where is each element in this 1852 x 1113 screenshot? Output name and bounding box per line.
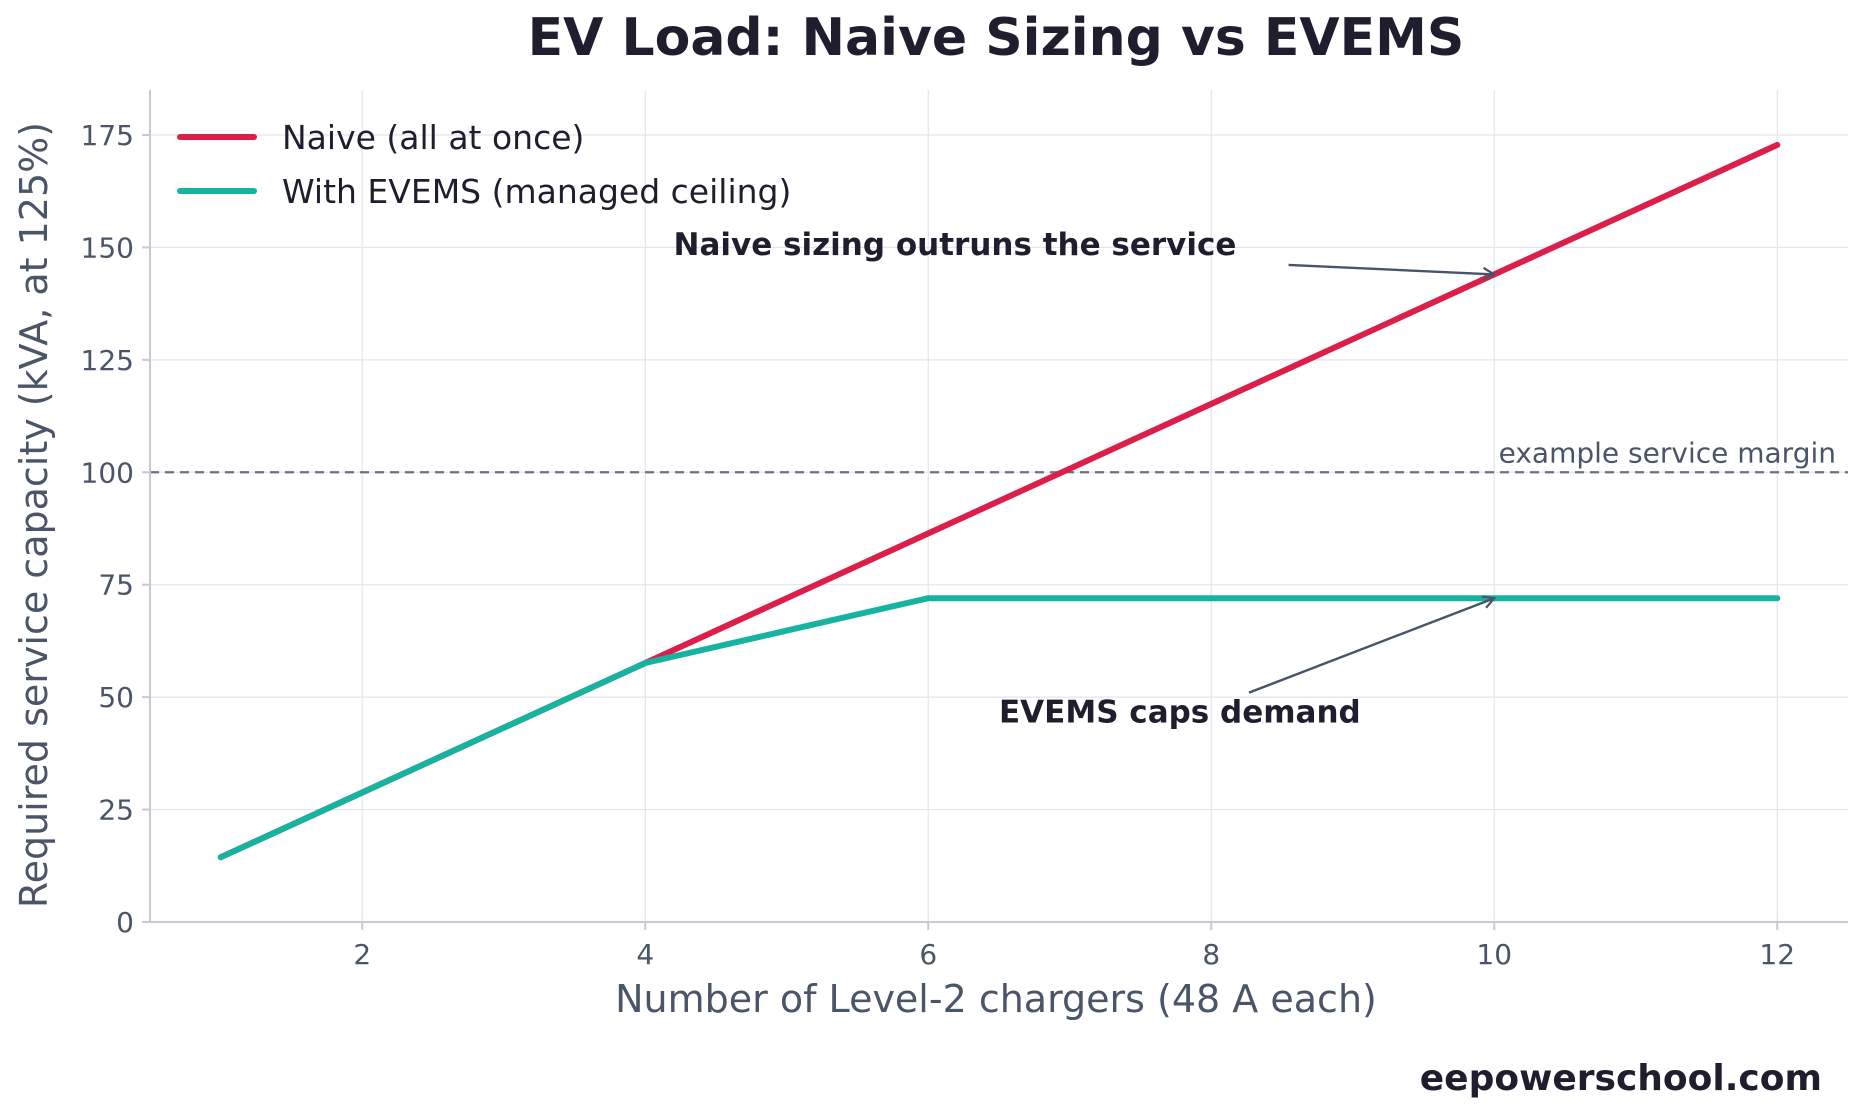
grid	[150, 90, 1848, 923]
chart-title: EV Load: Naive Sizing vs EVEMS	[528, 8, 1465, 68]
x-tick-label: 12	[1759, 938, 1795, 971]
tick-labels: 2 4 6 8 10 12 0 25 50 75 100 125 150 175	[81, 119, 1796, 971]
axes	[142, 90, 1848, 930]
series-lines	[217, 141, 1781, 861]
legend: Naive (all at once) With EVEMS (managed c…	[177, 118, 791, 211]
y-tick-label: 0	[116, 906, 134, 939]
y-tick-label: 25	[98, 794, 134, 827]
series-line-evems	[217, 595, 1781, 861]
y-tick-label: 75	[98, 569, 134, 602]
y-tick-label: 125	[81, 344, 134, 377]
reference-line-group: example service margin	[150, 436, 1848, 474]
reference-line-label: example service margin	[1499, 436, 1836, 469]
annotation-text: Naive sizing outruns the service	[674, 227, 1237, 263]
x-tick-label: 10	[1476, 938, 1512, 971]
watermark: eepowerschool.com	[1420, 1058, 1822, 1099]
legend-entry: Naive (all at once)	[282, 118, 584, 157]
legend-entry: With EVEMS (managed ceiling)	[282, 172, 791, 211]
y-tick-label: 50	[98, 681, 134, 714]
y-tick-label: 100	[81, 456, 134, 489]
x-tick-label: 8	[1202, 938, 1220, 971]
x-tick-label: 4	[636, 938, 654, 971]
y-tick-label: 150	[81, 231, 134, 264]
y-axis-label: Required service capacity (kVA, at 125%)	[12, 122, 56, 908]
annotations: Naive sizing outruns the service EVEMS ca…	[674, 227, 1495, 731]
annotation-arrow	[1248, 598, 1494, 694]
annotation-text: EVEMS caps demand	[999, 695, 1361, 731]
x-tick-label: 6	[919, 938, 937, 971]
x-tick-label: 2	[353, 938, 371, 971]
x-axis-label: Number of Level-2 chargers (48 A each)	[615, 977, 1377, 1021]
annotation-arrow	[1288, 263, 1495, 274]
y-tick-label: 175	[81, 119, 134, 152]
